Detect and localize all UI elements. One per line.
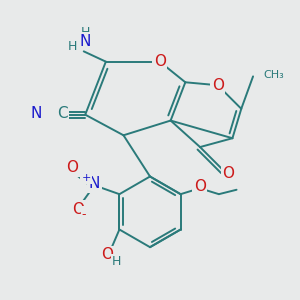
Text: C: C [57,106,68,121]
Text: H: H [68,40,77,53]
Text: O: O [194,179,206,194]
Text: O: O [212,78,224,93]
Text: CH₃: CH₃ [263,70,284,80]
Text: O: O [154,54,166,69]
Text: O: O [222,166,234,181]
Text: O: O [66,160,78,175]
Text: O: O [102,247,114,262]
Text: H: H [112,255,121,268]
Text: N: N [80,34,91,49]
Text: N: N [31,106,42,121]
Text: N: N [89,176,100,191]
Text: H: H [80,26,90,39]
Text: +: + [81,173,91,183]
Text: O: O [72,202,84,217]
Text: -: - [82,208,86,221]
